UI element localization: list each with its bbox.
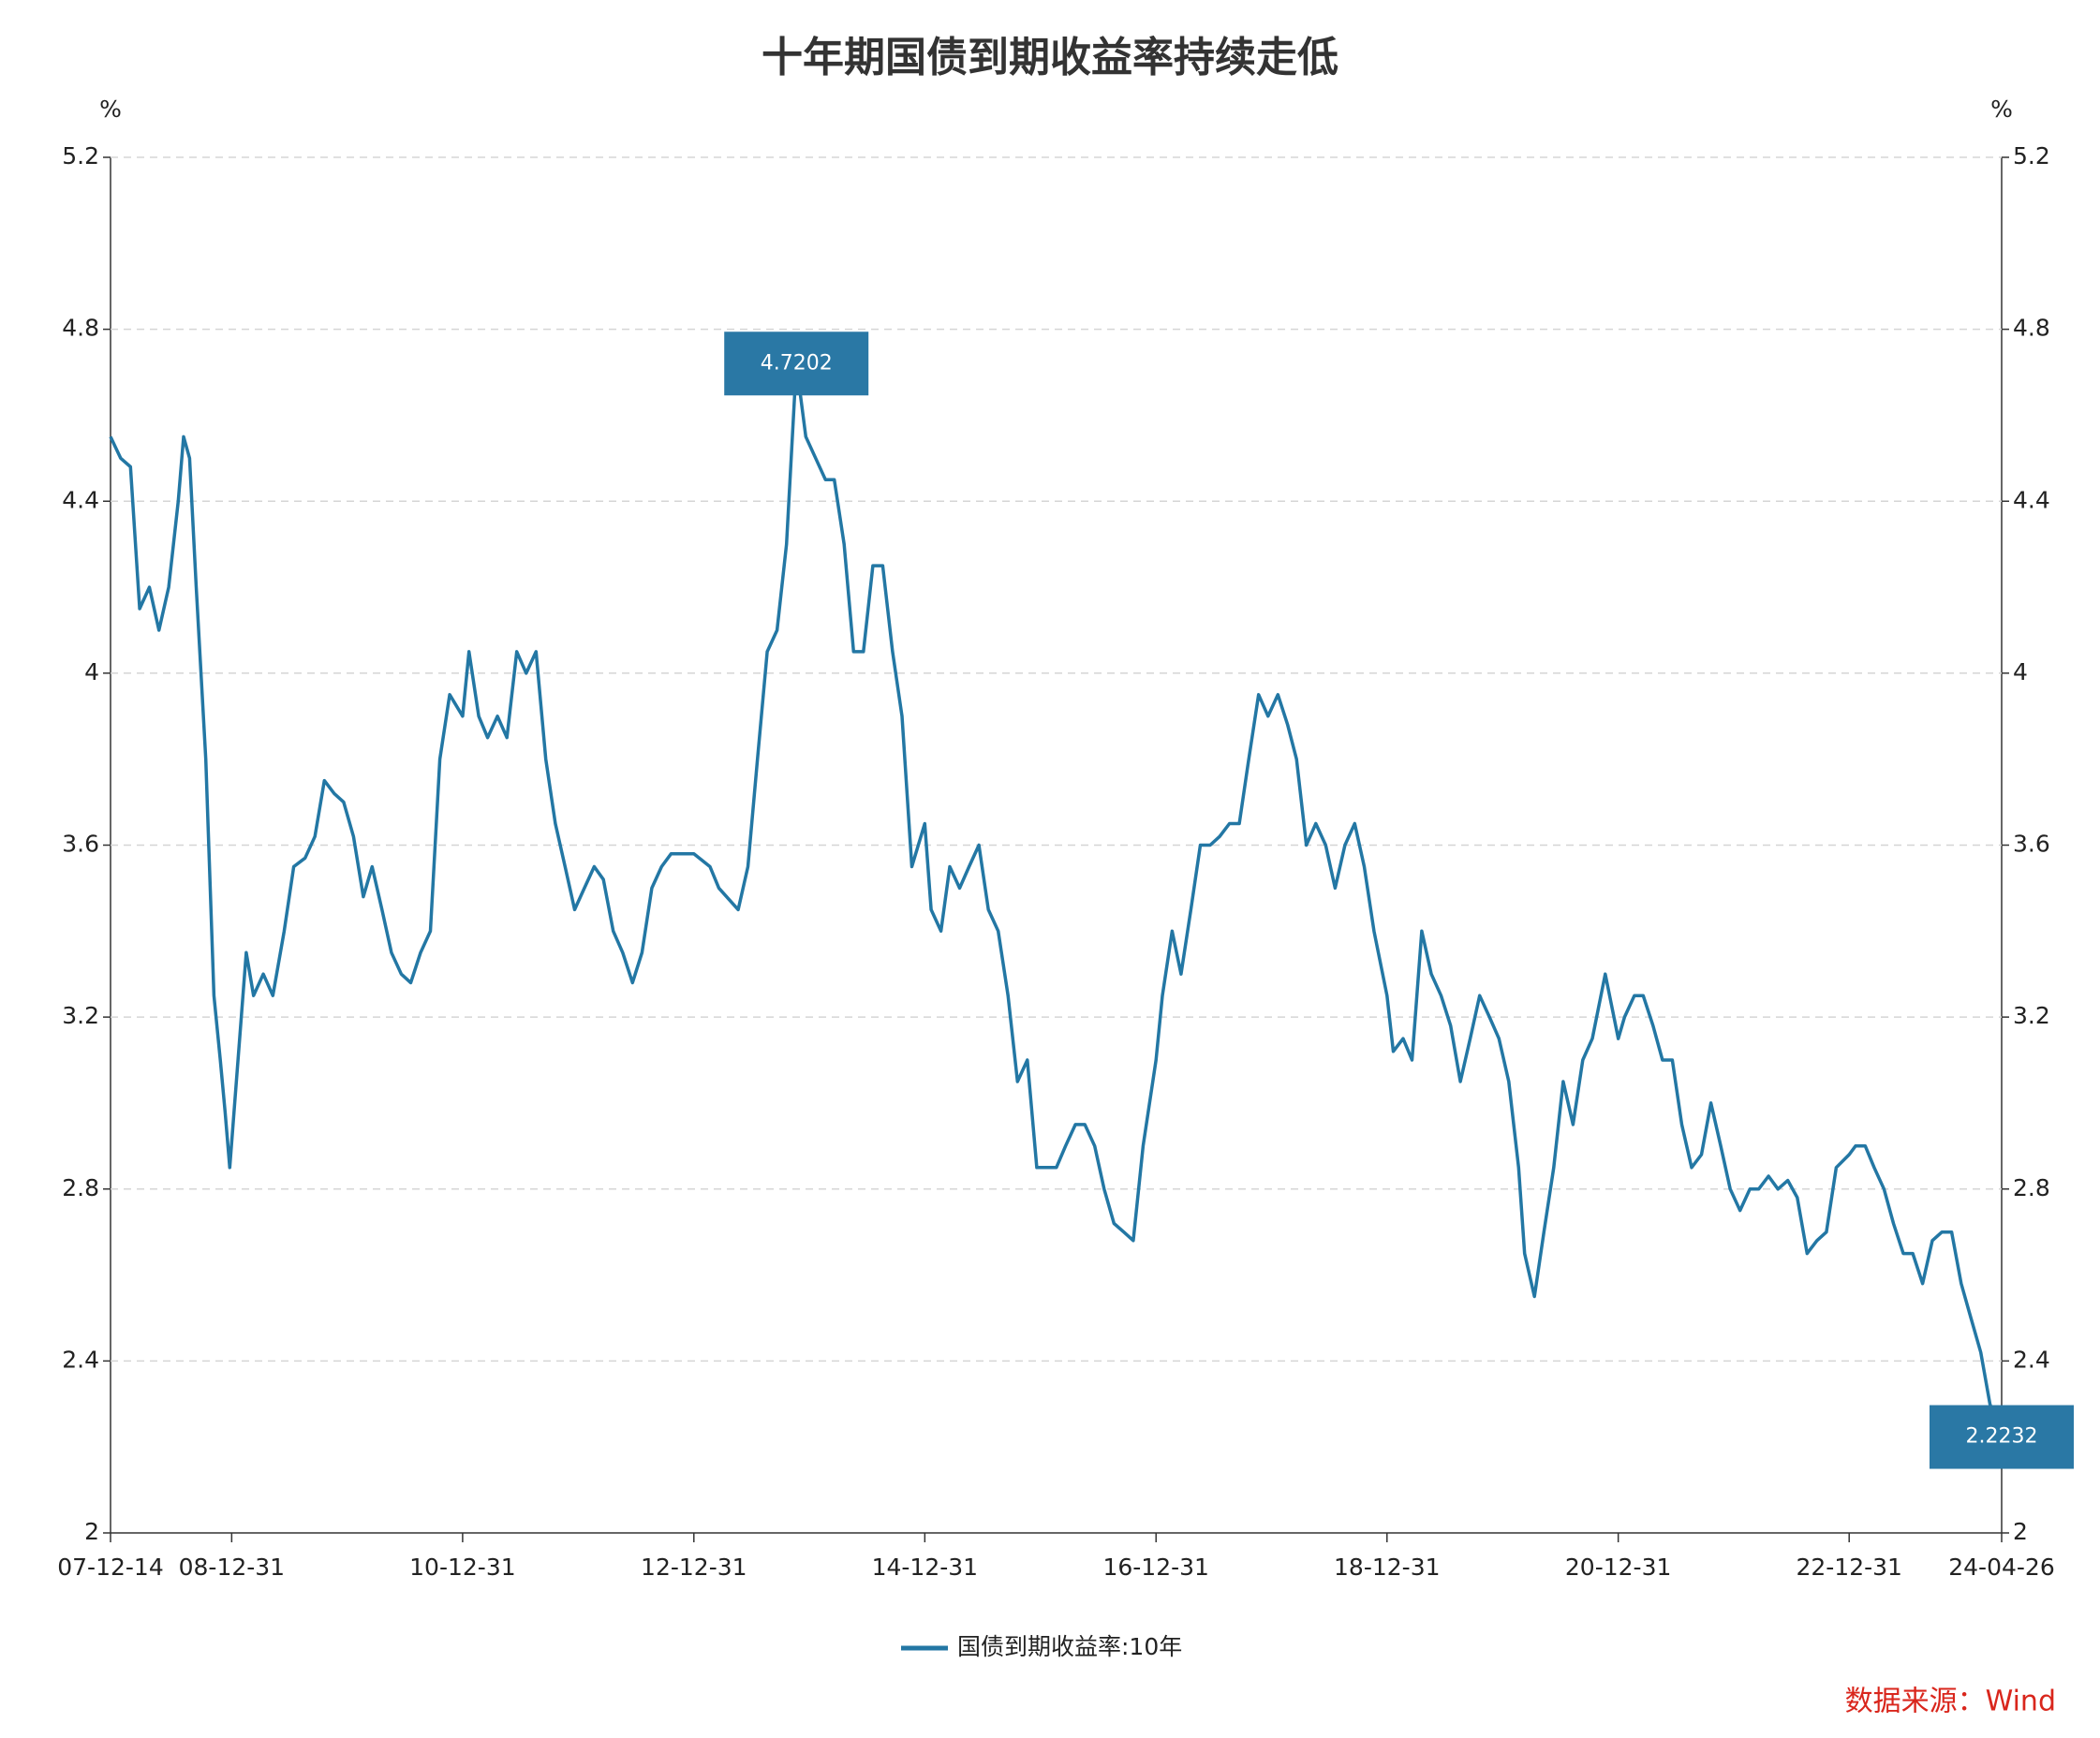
annotation-box — [724, 331, 869, 396]
y2-tick-label: 3.2 — [2013, 1002, 2050, 1029]
x-tick-label: 10-12-31 — [409, 1554, 515, 1581]
annotation-box — [1930, 1405, 2074, 1469]
annotation-label: 4.7202 — [761, 351, 833, 375]
annotation-label: 2.2232 — [1966, 1425, 2038, 1449]
x-tick-label: 16-12-31 — [1102, 1554, 1208, 1581]
y-tick-label: 5.2 — [62, 142, 99, 169]
y2-tick-label: 2 — [2013, 1518, 2028, 1545]
y-tick-label: 3.2 — [62, 1002, 99, 1029]
x-tick-label: 08-12-31 — [179, 1554, 285, 1581]
legend-label: 国债到期收益率:10年 — [957, 1633, 1182, 1660]
x-tick-label: 22-12-31 — [1796, 1554, 1901, 1581]
y2-tick-label: 3.6 — [2013, 831, 2050, 858]
y2-tick-label: 4.4 — [2013, 486, 2050, 513]
y-axis-unit: % — [99, 96, 122, 123]
x-tick-label: 07-12-14 — [57, 1554, 163, 1581]
source: 数据来源：Wind — [1845, 1686, 2056, 1718]
x-tick-label: 14-12-31 — [872, 1554, 978, 1581]
y-tick-label: 4.8 — [62, 315, 99, 342]
chart-title: 十年期国债到期收益率持续走低 — [762, 34, 1338, 81]
y2-tick-label: 2.4 — [2013, 1346, 2050, 1373]
x-tick-label: 24-04-26 — [1948, 1554, 2054, 1581]
y2-tick-label: 4 — [2013, 658, 2028, 685]
x-tick-label: 20-12-31 — [1565, 1554, 1671, 1581]
y-tick-label: 2.4 — [62, 1346, 99, 1373]
y2-tick-label: 2.8 — [2013, 1174, 2050, 1201]
y-tick-label: 4.4 — [62, 486, 99, 513]
y-tick-label: 2 — [84, 1518, 99, 1545]
y2-tick-label: 4.8 — [2013, 315, 2050, 342]
y2-axis-unit: % — [1990, 96, 2013, 123]
line-series — [109, 361, 2004, 1438]
y2-tick-label: 5.2 — [2013, 142, 2050, 169]
y-tick-label: 3.6 — [62, 831, 99, 858]
x-tick-label: 18-12-31 — [1334, 1554, 1440, 1581]
x-tick-label: 12-12-31 — [641, 1554, 747, 1581]
y-tick-label: 2.8 — [62, 1174, 99, 1201]
y-tick-label: 4 — [84, 658, 99, 685]
